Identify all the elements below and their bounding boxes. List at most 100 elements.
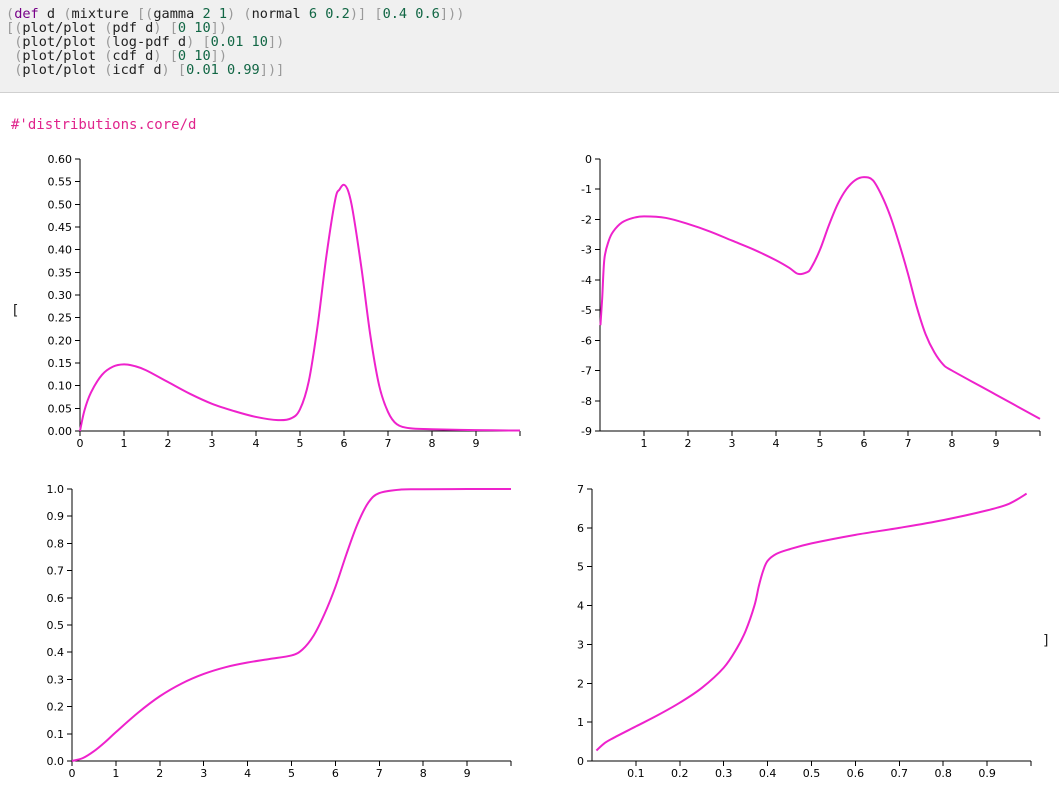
y-tick-label: -4 bbox=[581, 274, 592, 287]
code-token: ] bbox=[267, 34, 277, 50]
code-token: ) bbox=[153, 48, 162, 64]
code-token: d bbox=[38, 6, 64, 22]
y-tick-label: 0.15 bbox=[48, 357, 73, 370]
code-token: 2 1 bbox=[202, 6, 228, 22]
x-tick-label: 7 bbox=[905, 437, 912, 450]
x-tick-label: 5 bbox=[817, 437, 824, 450]
vector-close-bracket: ] bbox=[1042, 633, 1051, 649]
y-tick-label: 5 bbox=[577, 561, 584, 574]
code-line: [(plot/plot (pdf d) [0 10]) bbox=[6, 21, 1059, 35]
x-tick-label: 0 bbox=[77, 437, 84, 450]
y-tick-label: 0.6 bbox=[47, 592, 65, 605]
code-token: ] bbox=[358, 6, 367, 22]
x-tick-label: 9 bbox=[993, 437, 1000, 450]
y-tick-label: 0.20 bbox=[48, 334, 73, 347]
y-tick-label: 0.8 bbox=[47, 537, 65, 550]
x-tick-label: 0.3 bbox=[715, 767, 733, 780]
code-token: ) bbox=[218, 48, 228, 64]
x-tick-label: 1 bbox=[121, 437, 128, 450]
x-tick-label: 5 bbox=[297, 437, 304, 450]
y-tick-label: 0.0 bbox=[47, 755, 65, 768]
x-tick-label: 4 bbox=[244, 767, 251, 780]
code-token: ( bbox=[14, 48, 23, 64]
code-token: ( bbox=[243, 6, 252, 22]
code-token: gamma bbox=[153, 6, 203, 22]
y-tick-label: 0.35 bbox=[48, 266, 73, 279]
y-tick-label: 7 bbox=[577, 483, 584, 496]
y-tick-label: 0.30 bbox=[48, 289, 73, 302]
x-tick-label: 0.2 bbox=[671, 767, 689, 780]
y-tick-label: -7 bbox=[581, 365, 592, 378]
code-token: pdf d bbox=[112, 20, 154, 36]
code-token: def bbox=[14, 6, 39, 22]
y-tick-label: -6 bbox=[581, 334, 592, 347]
y-tick-label: 0.25 bbox=[48, 312, 73, 325]
code-token: ) bbox=[218, 20, 228, 36]
series-line bbox=[595, 492, 1028, 752]
code-token: 0 10 bbox=[177, 48, 211, 64]
code-token: [ bbox=[374, 6, 383, 22]
y-tick-label: 0.45 bbox=[48, 221, 73, 234]
y-tick-label: 6 bbox=[577, 522, 584, 535]
code-token: normal bbox=[251, 6, 309, 22]
code-token: 0.4 0.6 bbox=[382, 6, 440, 22]
x-tick-label: 5 bbox=[288, 767, 295, 780]
y-tick-label: 0.00 bbox=[48, 425, 73, 438]
x-tick-label: 2 bbox=[156, 767, 163, 780]
y-tick-label: 0.55 bbox=[48, 176, 73, 189]
code-token bbox=[170, 62, 178, 78]
series-line bbox=[71, 487, 512, 762]
x-tick-label: 0.1 bbox=[627, 767, 645, 780]
code-token: ( bbox=[104, 20, 113, 36]
code-token bbox=[6, 62, 14, 78]
code-token: ] bbox=[210, 48, 219, 64]
x-tick-label: 1 bbox=[112, 767, 119, 780]
code-token: [ bbox=[169, 20, 178, 36]
y-tick-label: 0.9 bbox=[47, 510, 65, 523]
code-token: [ bbox=[177, 62, 187, 78]
y-tick-label: 0.4 bbox=[47, 646, 65, 659]
x-tick-label: 8 bbox=[949, 437, 956, 450]
code-line: (plot/plot (cdf d) [0 10]) bbox=[6, 49, 1059, 63]
code-token: plot/plot bbox=[22, 20, 105, 36]
y-tick-label: 0 bbox=[585, 153, 592, 166]
y-tick-label: 0.60 bbox=[48, 153, 73, 166]
result-var-output: #'distributions.core/d bbox=[11, 117, 197, 133]
code-line: (plot/plot (log-pdf d) [0.01 10]) bbox=[6, 35, 1059, 49]
code-token: ( bbox=[14, 34, 23, 50]
x-tick-label: 0.6 bbox=[847, 767, 865, 780]
x-tick-label: 2 bbox=[685, 437, 692, 450]
code-token: ) bbox=[227, 6, 236, 22]
code-token: ( bbox=[145, 6, 154, 22]
code-token: 0 10 bbox=[177, 20, 211, 36]
code-token: [ bbox=[169, 48, 178, 64]
x-tick-label: 0.9 bbox=[978, 767, 996, 780]
code-token: plot/plot bbox=[22, 62, 105, 78]
code-token: )) bbox=[448, 6, 465, 22]
x-tick-label: 0 bbox=[69, 767, 76, 780]
pdf-plot: 0.00 0.05 0.10 0.15 0.20 0.25 0.30 0.35 0.40 0.45… bbox=[48, 153, 521, 450]
y-tick-label: 0.50 bbox=[48, 198, 73, 211]
code-token: plot/plot bbox=[22, 48, 105, 64]
code-cell[interactable]: (def d (mixture [(gamma 2 1) (normal 6 0… bbox=[0, 0, 1059, 93]
code-token: 0.01 10 bbox=[210, 34, 268, 50]
code-token: ] bbox=[210, 20, 219, 36]
x-tick-label: 7 bbox=[376, 767, 383, 780]
x-tick-label: 4 bbox=[773, 437, 780, 450]
x-tick-label: 2 bbox=[165, 437, 172, 450]
y-tick-label: 0 bbox=[577, 755, 584, 768]
x-tick-label: 7 bbox=[385, 437, 392, 450]
code-token: log-pdf d bbox=[112, 34, 187, 50]
code-token: ) bbox=[349, 6, 358, 22]
series-line bbox=[79, 183, 521, 432]
y-tick-label: 0.40 bbox=[48, 244, 73, 257]
y-tick-label: 1.0 bbox=[47, 483, 65, 496]
x-tick-label: 6 bbox=[332, 767, 339, 780]
code-token: ( bbox=[63, 6, 72, 22]
y-tick-label: 1 bbox=[577, 716, 584, 729]
x-tick-label: 3 bbox=[209, 437, 216, 450]
x-tick-label: 3 bbox=[729, 437, 736, 450]
x-tick-label: 0.5 bbox=[803, 767, 821, 780]
y-tick-label: 0.10 bbox=[48, 380, 73, 393]
y-tick-label: 0.1 bbox=[47, 728, 65, 741]
